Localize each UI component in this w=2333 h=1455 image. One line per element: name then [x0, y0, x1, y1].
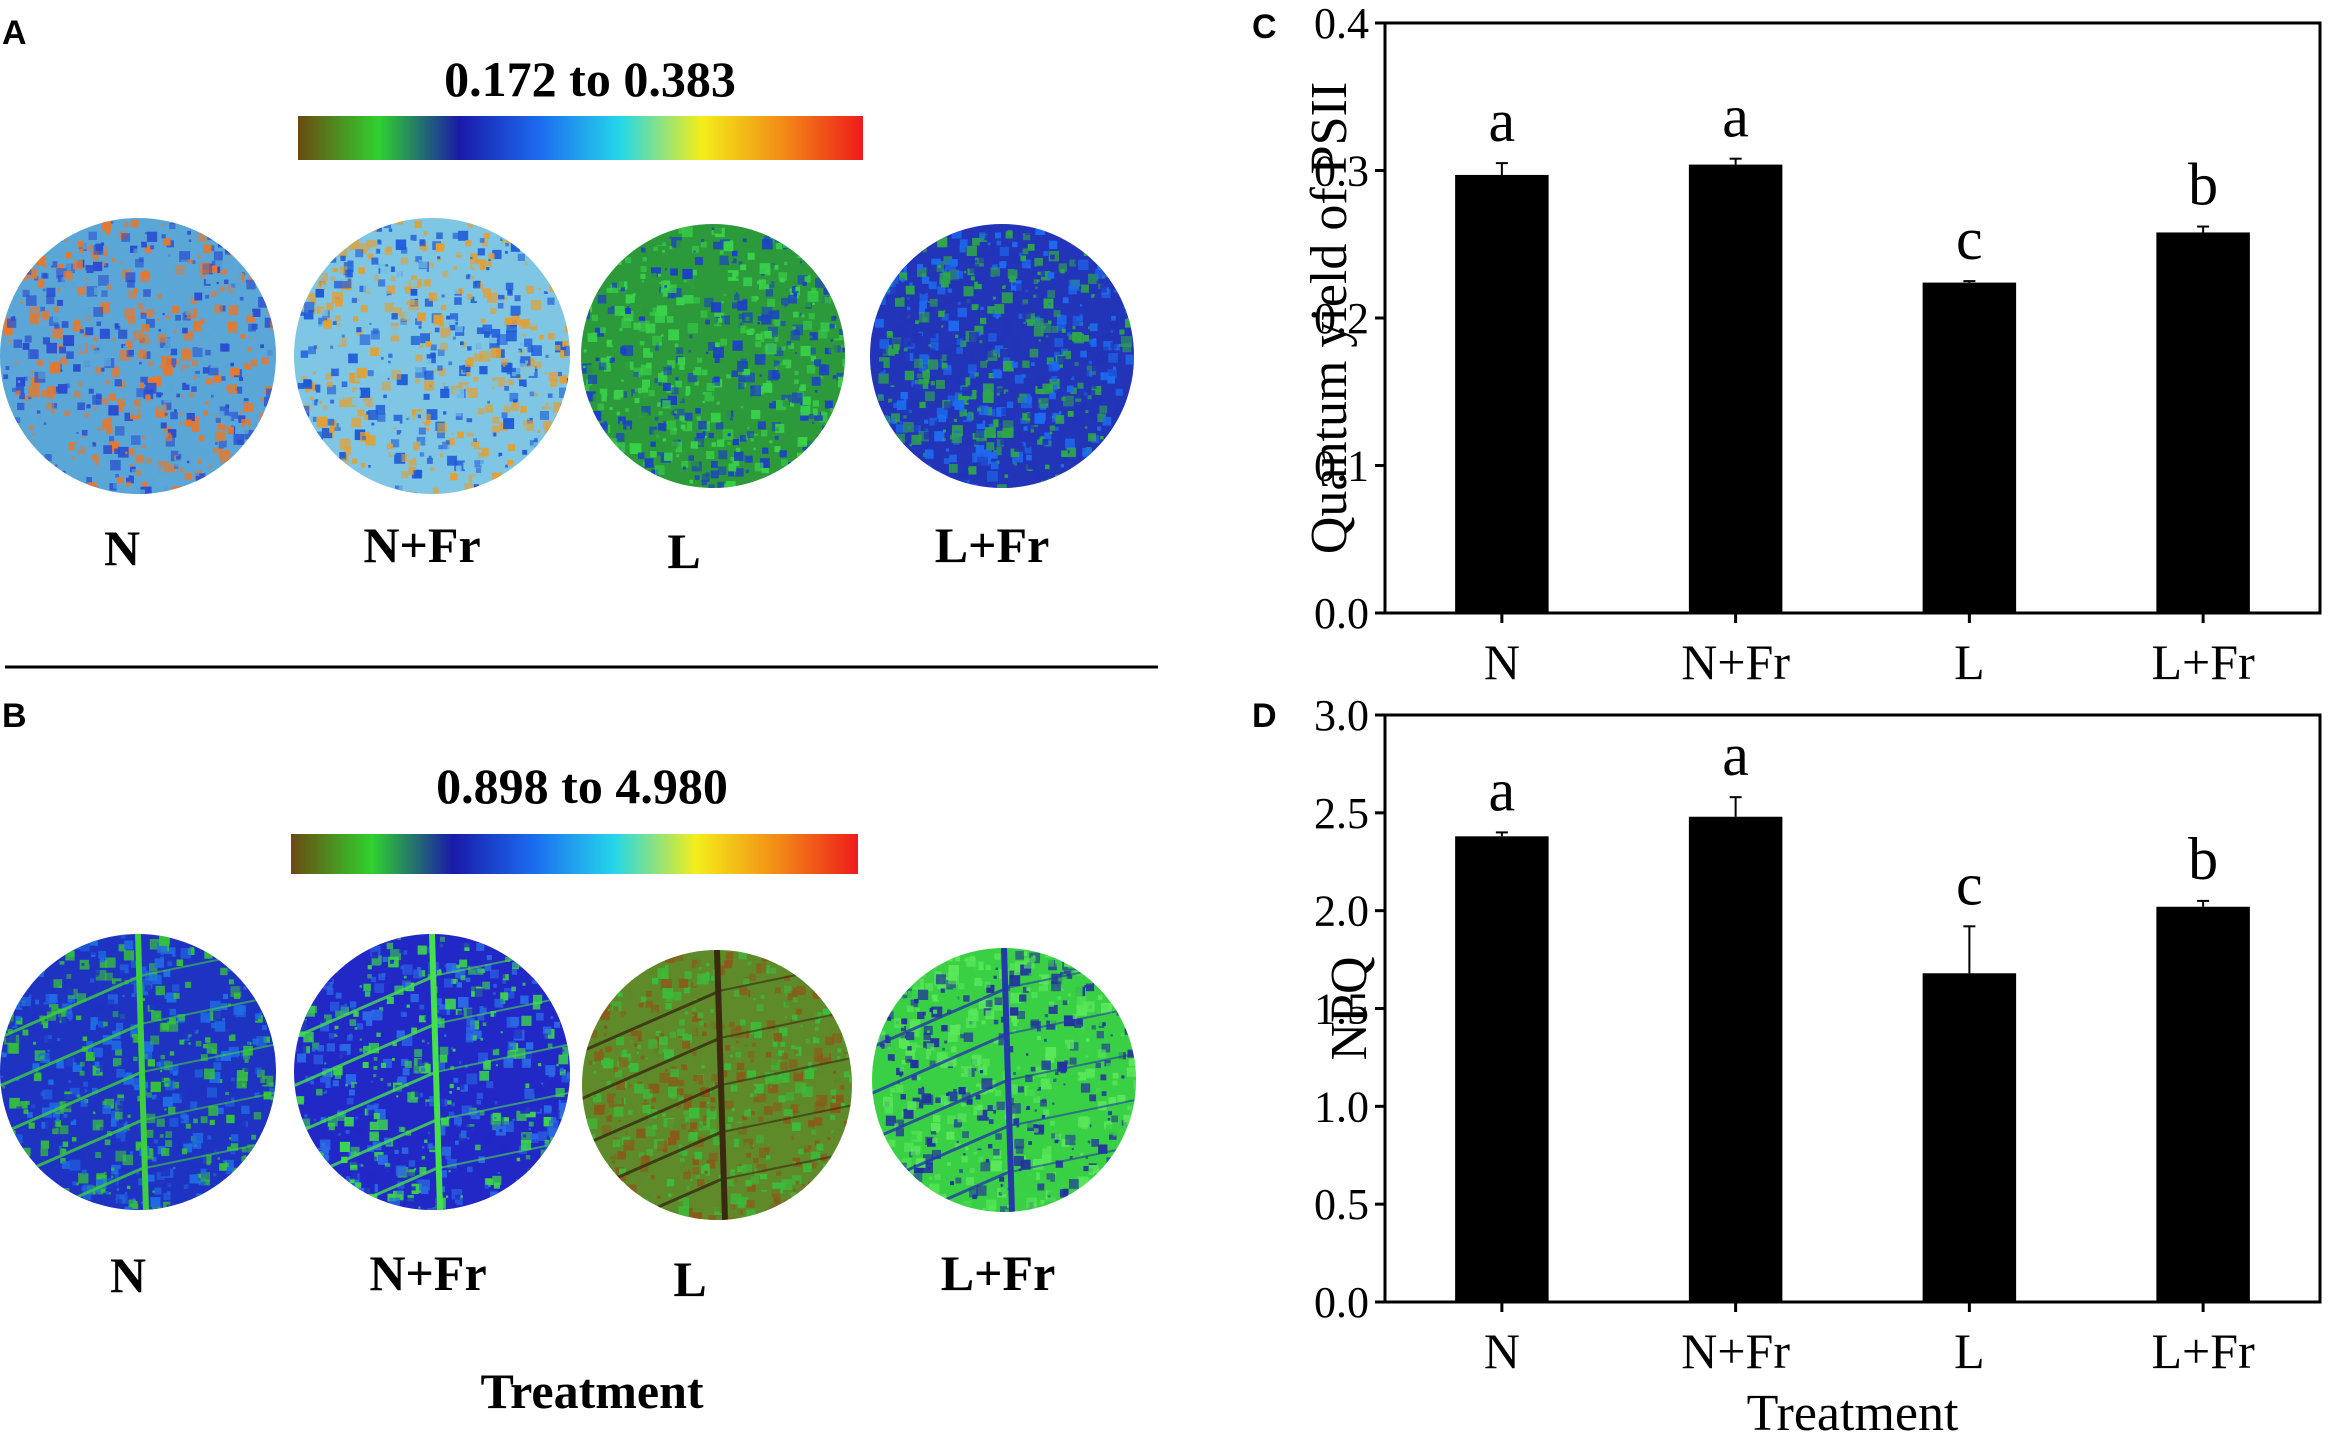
x-axis-title: Treatment — [1747, 1385, 1959, 1442]
y-axis-title: NPQ — [1321, 956, 1378, 1060]
leaf-label-a-n: N — [104, 520, 140, 576]
y-tick-label: 3.0 — [1314, 691, 1369, 740]
x-tick-label: N+Fr — [1681, 634, 1790, 690]
panel-a-colorbar — [298, 116, 863, 160]
panel-b: B 0.898 to 4.980 N N+Fr L L+Fr Treatment — [0, 697, 1136, 1419]
leaf-image-b-l — [582, 950, 852, 1220]
x-tick-label: L — [1954, 1323, 1985, 1379]
leaf-label-a-n-fr: N+Fr — [363, 517, 480, 573]
bar — [2156, 906, 2250, 1302]
significance-label: a — [1489, 757, 1516, 823]
y-tick-label: 1.0 — [1314, 1082, 1369, 1131]
bar — [2156, 232, 2250, 613]
leaf-image-b-l-fr — [872, 948, 1136, 1212]
x-tick-label: N+Fr — [1681, 1323, 1790, 1379]
chart-c: 0.0 0.1 0.2 0.3 0.4 a Na N+Fr c Lb L+Fr Quantum yie… — [1301, 0, 2322, 690]
significance-label: a — [1489, 88, 1516, 154]
panel-c: C 0.0 0.1 0.2 0.3 0.4 a Na N+Fr c Lb L+Fr Quantum y… — [1252, 0, 2322, 690]
panel-c-letter: C — [1252, 8, 1277, 46]
y-tick-label: 0.3 — [1314, 147, 1369, 196]
y-tick-label: 0.0 — [1314, 589, 1369, 638]
significance-label: c — [1956, 206, 1983, 272]
bar — [1688, 816, 1783, 1302]
panel-b-letter: B — [2, 697, 27, 735]
significance-label: b — [2188, 152, 2218, 218]
panel-b-colorbar — [291, 834, 858, 874]
bar — [1455, 174, 1549, 614]
y-tick-label: 2.5 — [1314, 789, 1369, 838]
x-tick-label: L — [1954, 634, 1985, 690]
y-tick-label: 0.2 — [1314, 294, 1369, 343]
leaf-label-a-l: L — [667, 523, 700, 579]
leaf-label-b-l: L — [673, 1251, 706, 1307]
panel-a-range-title: 0.172 to 0.383 — [444, 51, 736, 107]
x-tick-label: L+Fr — [2152, 1323, 2256, 1379]
leaf-image-b-n — [0, 934, 276, 1210]
significance-label: a — [1722, 84, 1749, 150]
bar — [1922, 973, 2017, 1302]
leaf-label-a-l-fr: L+Fr — [935, 517, 1050, 573]
y-tick-label: 0.0 — [1314, 1278, 1369, 1327]
significance-label: b — [2188, 826, 2218, 892]
panel-b-range-title: 0.898 to 4.980 — [436, 758, 728, 814]
significance-label: c — [1956, 851, 1983, 917]
chart-d: 0.0 0.5 1.0 1.5 2.0 2.5 3.0 a Na N+Fr c Lb L+Fr NPQ Tr… — [1314, 691, 2322, 1442]
y-axis-title: Quantum yield of PSII — [1301, 82, 1358, 554]
y-tick-label: 2.0 — [1314, 887, 1369, 936]
leaf-image-a-n-fr — [294, 218, 570, 494]
bar — [1455, 836, 1549, 1302]
leaf-image-a-l-fr — [870, 224, 1134, 488]
y-tick-label: 0.1 — [1314, 442, 1369, 491]
panel-d-letter: D — [1252, 697, 1277, 735]
panel-a-letter: A — [2, 14, 27, 52]
leaf-image-a-n — [0, 218, 276, 494]
x-tick-label: L+Fr — [2152, 634, 2256, 690]
leaf-image-b-n-fr — [294, 934, 570, 1210]
y-tick-label: 1.5 — [1314, 985, 1369, 1034]
x-tick-label: N — [1484, 1323, 1520, 1379]
leaf-image-a-l — [581, 224, 845, 488]
leaf-label-b-n: N — [110, 1247, 146, 1303]
y-tick-label: 0.4 — [1314, 0, 1369, 48]
bar — [1922, 282, 2017, 613]
significance-label: a — [1722, 722, 1749, 788]
leaf-label-b-n-fr: N+Fr — [369, 1245, 486, 1301]
panel-d: D 0.0 0.5 1.0 1.5 2.0 2.5 3.0 a Na N+Fr c Lb L+Fr NPQ… — [1252, 691, 2322, 1442]
leaf-label-b-l-fr: L+Fr — [941, 1245, 1056, 1301]
panel-b-xlabel: Treatment — [480, 1363, 703, 1419]
panel-a: A 0.172 to 0.383 N N+Fr L L+Fr — [0, 14, 1134, 579]
bar — [1688, 164, 1783, 613]
x-tick-label: N — [1484, 634, 1520, 690]
y-tick-label: 0.5 — [1314, 1180, 1369, 1229]
